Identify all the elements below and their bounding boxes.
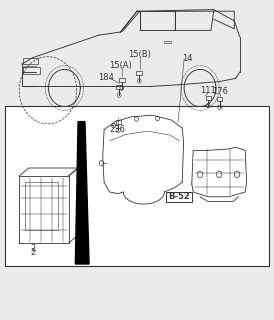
Bar — [116, 85, 122, 89]
Bar — [206, 96, 211, 100]
Text: 15(A): 15(A) — [109, 61, 132, 70]
Text: B-52: B-52 — [168, 192, 190, 201]
Bar — [166, 192, 192, 202]
Text: 2: 2 — [30, 244, 36, 253]
Text: 15(B): 15(B) — [128, 50, 151, 59]
Bar — [116, 120, 121, 124]
Bar — [5, 106, 269, 266]
Polygon shape — [75, 122, 89, 264]
Text: 236: 236 — [110, 125, 126, 134]
Bar — [136, 71, 142, 75]
Text: 176: 176 — [212, 87, 228, 96]
Text: 184: 184 — [98, 73, 114, 82]
Text: 2: 2 — [30, 248, 36, 257]
Bar — [164, 41, 171, 43]
Text: 14: 14 — [182, 54, 193, 63]
Bar — [217, 97, 222, 101]
Bar — [23, 58, 38, 64]
Bar — [119, 78, 125, 82]
Bar — [23, 67, 40, 74]
Bar — [25, 182, 58, 230]
Text: 111: 111 — [200, 86, 216, 95]
